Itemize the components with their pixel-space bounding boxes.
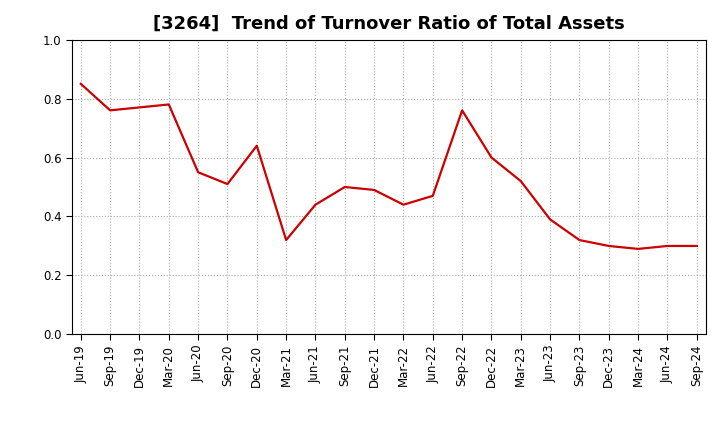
Title: [3264]  Trend of Turnover Ratio of Total Assets: [3264] Trend of Turnover Ratio of Total … — [153, 15, 625, 33]
